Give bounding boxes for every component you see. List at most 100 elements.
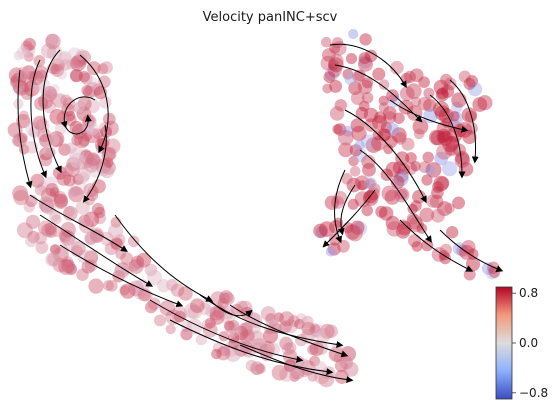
velocity-streamline bbox=[337, 184, 356, 236]
scatter-point bbox=[409, 68, 424, 83]
scatter-point bbox=[56, 69, 67, 80]
scatter-point bbox=[417, 96, 432, 111]
scatter-point bbox=[436, 143, 453, 160]
scatter-point bbox=[393, 171, 409, 187]
scatter-point bbox=[384, 189, 400, 205]
scatter-point bbox=[12, 185, 28, 202]
scatter-point bbox=[333, 191, 348, 205]
scatter-point bbox=[12, 81, 26, 94]
velocity-streamline bbox=[439, 229, 504, 272]
scatter-point bbox=[23, 51, 34, 62]
scatter-point bbox=[315, 226, 328, 238]
scatter-point bbox=[234, 326, 249, 341]
scatter-point bbox=[10, 72, 26, 88]
scatter-point bbox=[441, 84, 455, 98]
scatter-point bbox=[458, 70, 471, 83]
scatter-point bbox=[41, 86, 56, 101]
scatter-point bbox=[70, 152, 85, 168]
scatter-point bbox=[391, 127, 407, 143]
scatter-point bbox=[361, 204, 373, 217]
scatter-point bbox=[456, 244, 469, 257]
scatter-point bbox=[213, 305, 227, 319]
scatter-point bbox=[332, 124, 343, 135]
scatter-point bbox=[396, 188, 408, 200]
scatter-point bbox=[279, 336, 293, 351]
scatter-point bbox=[45, 33, 61, 50]
scatter-point bbox=[71, 54, 86, 69]
scatter-point bbox=[62, 97, 76, 110]
scatter-point bbox=[462, 129, 477, 145]
scatter-point bbox=[348, 155, 359, 167]
velocity-streamline bbox=[449, 79, 479, 164]
scatter-point bbox=[251, 338, 267, 354]
scatter-point bbox=[443, 77, 457, 91]
scatter-point bbox=[357, 180, 368, 191]
scatter-point bbox=[250, 364, 262, 376]
scatter-point bbox=[131, 255, 145, 269]
scatter-point bbox=[61, 256, 74, 268]
scatter-point bbox=[410, 161, 421, 172]
scatter-point bbox=[279, 320, 292, 333]
scatter-point bbox=[103, 157, 114, 168]
scatter-point bbox=[103, 280, 114, 291]
scatter-point bbox=[202, 322, 218, 338]
scatter-point bbox=[454, 152, 470, 168]
scatter-point bbox=[73, 53, 87, 67]
velocity-streamline bbox=[59, 244, 184, 308]
scatter-point bbox=[446, 126, 463, 143]
scatter-point bbox=[321, 36, 332, 48]
scatter-point bbox=[408, 234, 422, 248]
scatter-point bbox=[323, 71, 336, 83]
scatter-point bbox=[365, 137, 382, 154]
scatter-point bbox=[210, 291, 226, 307]
scatter-point bbox=[13, 50, 24, 61]
scatter-point bbox=[325, 246, 336, 257]
scatter-point bbox=[472, 97, 488, 112]
scatter-point bbox=[71, 134, 83, 146]
scatter-point bbox=[405, 152, 417, 164]
scatter-point bbox=[319, 323, 335, 339]
scatter-point bbox=[341, 173, 353, 185]
scatter-point bbox=[76, 157, 90, 170]
scatter-point bbox=[395, 151, 410, 166]
scatter-point bbox=[128, 259, 144, 274]
scatter-point bbox=[419, 207, 435, 223]
velocity-streamline bbox=[329, 43, 407, 89]
scatter-point bbox=[92, 128, 104, 140]
scatter-point bbox=[363, 107, 379, 123]
scatter-point bbox=[212, 342, 224, 353]
scatter-point bbox=[28, 126, 40, 138]
scatter-point bbox=[455, 150, 470, 166]
scatter-point bbox=[358, 56, 373, 72]
scatter-point bbox=[349, 144, 363, 157]
velocity-streamline bbox=[209, 299, 253, 317]
scatter-point bbox=[77, 96, 92, 111]
scatter-point bbox=[355, 106, 368, 120]
scatter-point bbox=[380, 121, 392, 134]
scatter-point bbox=[332, 37, 344, 49]
scatter-point bbox=[29, 70, 44, 86]
scatter-point bbox=[343, 361, 359, 377]
scatter-point bbox=[348, 81, 362, 95]
scatter-point bbox=[59, 230, 76, 246]
scatter-point bbox=[38, 196, 55, 213]
scatter-point bbox=[383, 144, 394, 155]
scatter-point bbox=[42, 100, 57, 114]
scatter-point bbox=[413, 128, 425, 140]
scatter-point bbox=[48, 131, 65, 147]
scatter-point bbox=[121, 261, 134, 275]
velocity-streamline bbox=[389, 99, 469, 133]
velocity-streamline bbox=[30, 59, 47, 179]
scatter-point bbox=[314, 369, 330, 385]
scatter-point bbox=[25, 235, 38, 248]
scatter-point bbox=[387, 94, 401, 108]
scatter-point bbox=[271, 364, 288, 381]
scatter-point bbox=[69, 147, 85, 163]
scatter-point bbox=[127, 235, 140, 248]
scatter-point bbox=[49, 244, 60, 254]
scatter-point bbox=[430, 130, 446, 146]
scatter-point bbox=[364, 49, 378, 63]
velocity-streamline bbox=[322, 189, 376, 248]
scatter-point bbox=[328, 59, 339, 71]
scatter-point bbox=[398, 163, 411, 175]
